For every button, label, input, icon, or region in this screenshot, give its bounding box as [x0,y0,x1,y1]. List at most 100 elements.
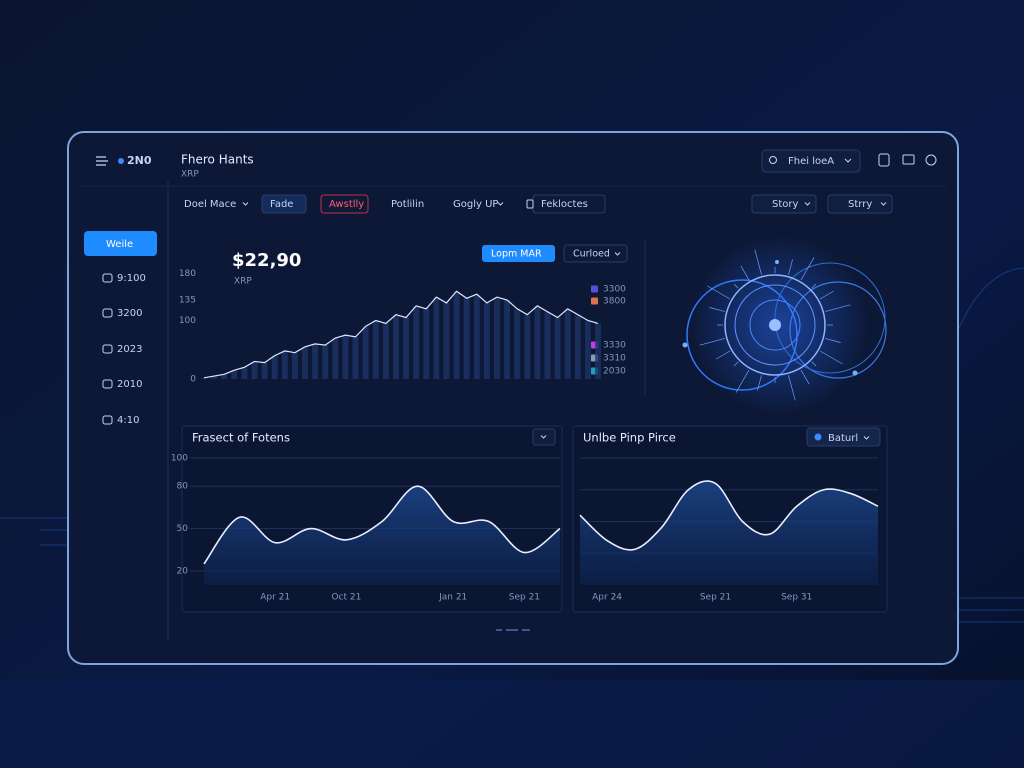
nav-label: 2010 [117,379,142,390]
orb-spoke [754,249,762,275]
dropdown-dot [814,433,822,441]
y-tick-label: 0 [190,375,196,385]
chevron [844,158,852,163]
bar [312,343,319,379]
orb-spoke [757,375,762,391]
app-subtitle: XRP [181,170,199,180]
legend-label: 3800 [603,297,626,307]
bar [241,367,248,379]
x-tick-label: Jan 21 [438,593,467,603]
bar [352,336,359,379]
bar [362,326,369,379]
bar [271,355,278,379]
dropdown-label: Baturl [828,433,858,444]
nav-label: 3200 [117,308,142,319]
bar [291,352,298,379]
orb-graphic [682,235,887,415]
tab-label: Fade [270,199,293,210]
bar [413,305,420,379]
y-tick-label: 100 [171,454,188,464]
bar [281,350,288,379]
orb-spoke [825,304,851,312]
bar [211,376,218,379]
bar [514,308,521,379]
bar [463,298,470,379]
x-tick-label: Apr 24 [592,593,622,603]
chevron [880,202,887,206]
filter-button[interactable] [827,194,893,214]
bar [403,317,410,379]
nav-icon[interactable] [102,415,113,425]
orb-spoke [733,361,739,367]
nav-icon[interactable] [102,308,113,318]
legend-label: 3300 [603,285,626,295]
legend-swatch [591,285,598,293]
x-tick-label: Apr 21 [260,593,290,603]
search-box[interactable] [761,149,861,173]
bar [382,323,389,379]
chart-button[interactable] [482,245,555,262]
orb-spoke [707,285,731,300]
orb-spoke [811,283,817,289]
bar [231,370,238,379]
tab-label[interactable]: Doel Mace [184,199,236,210]
logo: 2N0 [127,154,152,167]
bar [423,308,430,379]
nav-label: Weile [106,239,133,250]
nav-icon[interactable] [102,344,113,354]
menu-icon[interactable] [96,156,108,166]
chart-title: Frasect of Fotens [192,431,290,445]
chevron [614,252,621,256]
y-tick-label: 50 [177,524,189,534]
nav-icon[interactable] [102,379,113,389]
tab-label[interactable]: Gogly UP [453,199,498,210]
tab-label: Awstlly [329,199,364,210]
bar [443,302,450,379]
tab-box[interactable] [261,194,307,214]
bar [524,314,531,379]
nav-label: 9:100 [117,273,146,284]
bar [433,297,440,379]
nav-icon[interactable] [102,273,113,283]
logo-dot [118,158,124,164]
y-tick-label: 135 [179,296,196,306]
bar [372,320,379,379]
tab-box[interactable] [320,194,369,214]
chart-button-label: Curloed [573,249,610,260]
y-tick-label: 20 [177,566,189,576]
filter-button[interactable] [751,194,817,214]
nav-item-active[interactable] [84,231,157,256]
icon-button[interactable] [925,154,937,166]
orb-spoke [825,338,841,343]
line [579,480,879,551]
chevron [863,436,870,440]
y-tick-label: 80 [177,482,189,492]
icon-button[interactable] [902,154,915,165]
bar [473,294,480,379]
nav-label: 2023 [117,344,142,355]
y-tick-label: 180 [179,269,196,279]
legend-swatch [591,297,598,305]
area [204,486,560,585]
dropdown[interactable] [806,427,881,447]
app-title: Fhero Hants [181,153,254,167]
orb-spoke [819,290,835,300]
line [203,290,599,379]
bar [534,305,541,379]
bar [595,323,601,379]
legend-label: 3330 [603,341,626,351]
bar [221,374,228,379]
bar [483,302,490,379]
price: $22,90 [232,250,301,271]
filter-label: Story [772,199,798,210]
orb-spoke [811,361,817,367]
chart-button[interactable] [563,244,628,263]
filter-label: Strry [848,199,872,210]
tab-label: Fekloctes [541,199,588,210]
icon-button[interactable] [878,153,890,167]
bar [554,317,561,379]
y-tick-label: 100 [179,316,196,326]
bar [261,362,268,379]
tab-label[interactable]: Potlilin [391,199,424,210]
orb-spoke [715,350,731,360]
